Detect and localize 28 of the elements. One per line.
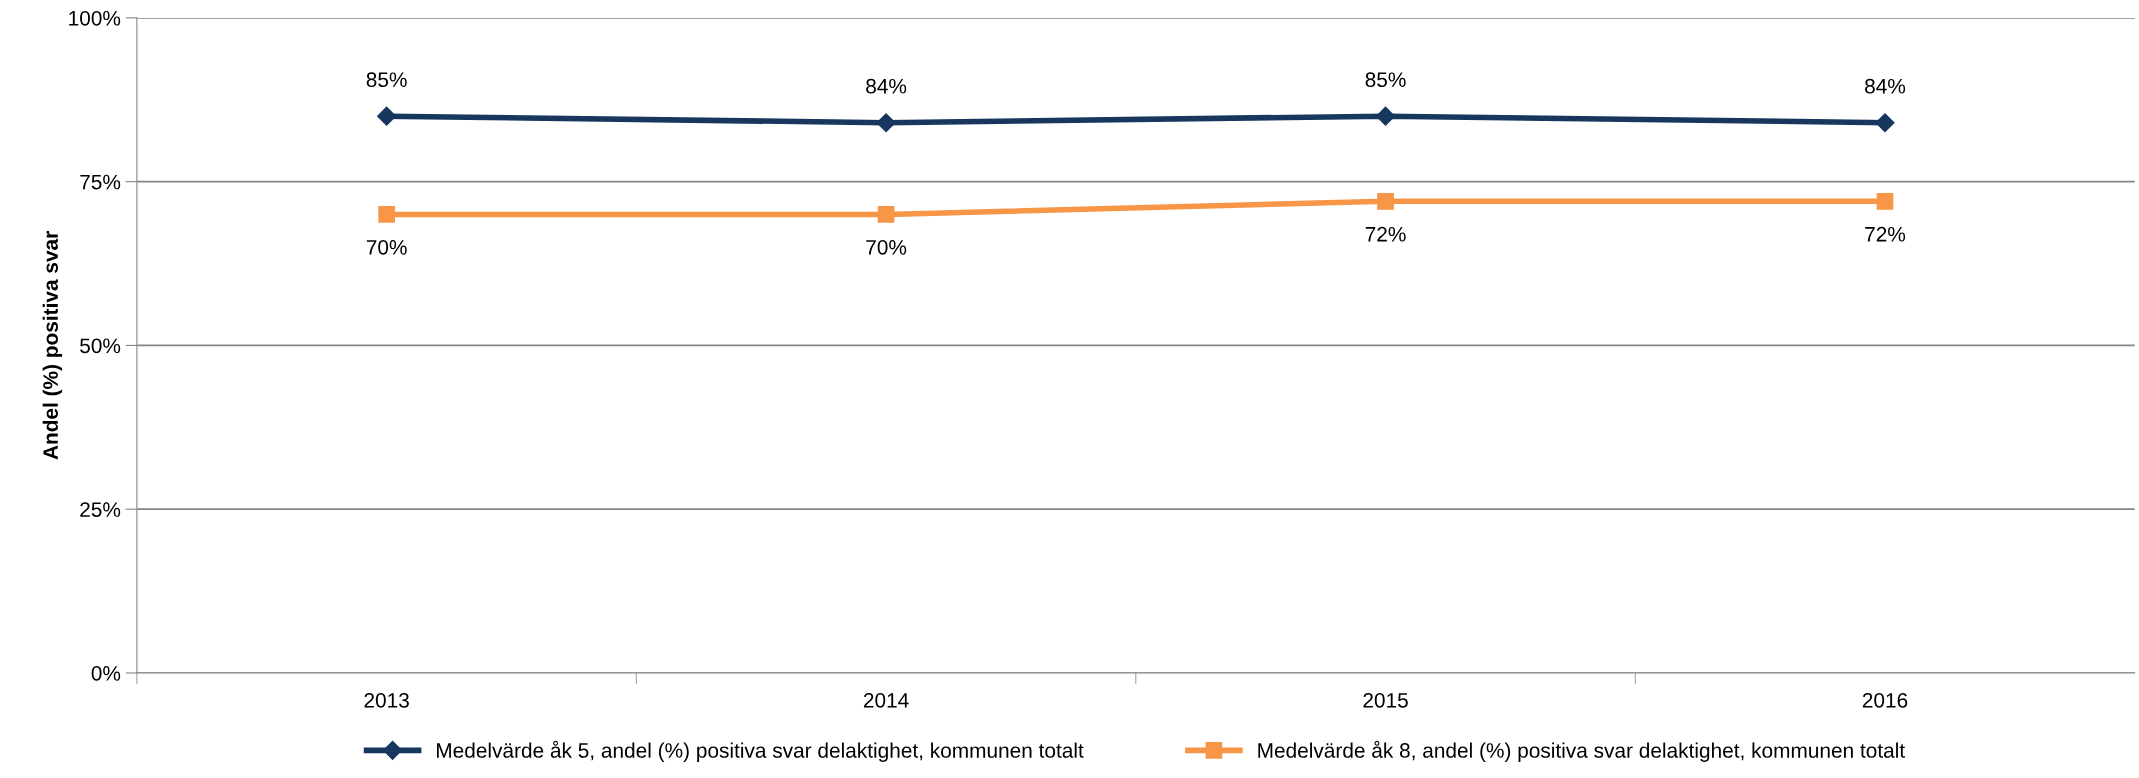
data-label: 84% [1865, 78, 1906, 94]
data-label: 72% [1865, 226, 1906, 242]
x-tick-label: 2013 [364, 692, 409, 708]
x-tick-label: 2015 [1363, 692, 1408, 708]
data-label: 72% [1365, 226, 1406, 242]
data-label: 85% [1365, 72, 1406, 88]
point [876, 113, 896, 133]
x-tick-label: 2014 [863, 692, 909, 708]
y-tick-label: 0% [91, 665, 121, 681]
y-axis-title: Andel (%) positiva svar [42, 231, 63, 460]
data-label: 70% [866, 239, 907, 255]
legend-label: Medelvärde åk 5, andel (%) positiva svar delaktighet, kommunen totalt [437, 740, 1084, 762]
legend-label: Medelvärde åk 8, andel (%) positiva svar delaktighet, kommunen totalt [1258, 740, 1905, 762]
y-tick-label: 75% [80, 174, 121, 190]
point [378, 206, 395, 223]
y-tick-label: 100% [69, 10, 121, 26]
point [1377, 192, 1394, 210]
y-tick-label: 25% [80, 502, 121, 517]
point [377, 106, 397, 126]
data-label: 84% [866, 78, 907, 94]
x-tick-label: 2016 [1862, 692, 1908, 708]
point [1376, 106, 1396, 126]
data-label: 85% [366, 72, 407, 88]
point [877, 206, 895, 223]
y-tick-label: 50% [80, 338, 121, 354]
point [1875, 113, 1895, 133]
point [1876, 192, 1894, 210]
data-label: 70% [366, 239, 407, 255]
